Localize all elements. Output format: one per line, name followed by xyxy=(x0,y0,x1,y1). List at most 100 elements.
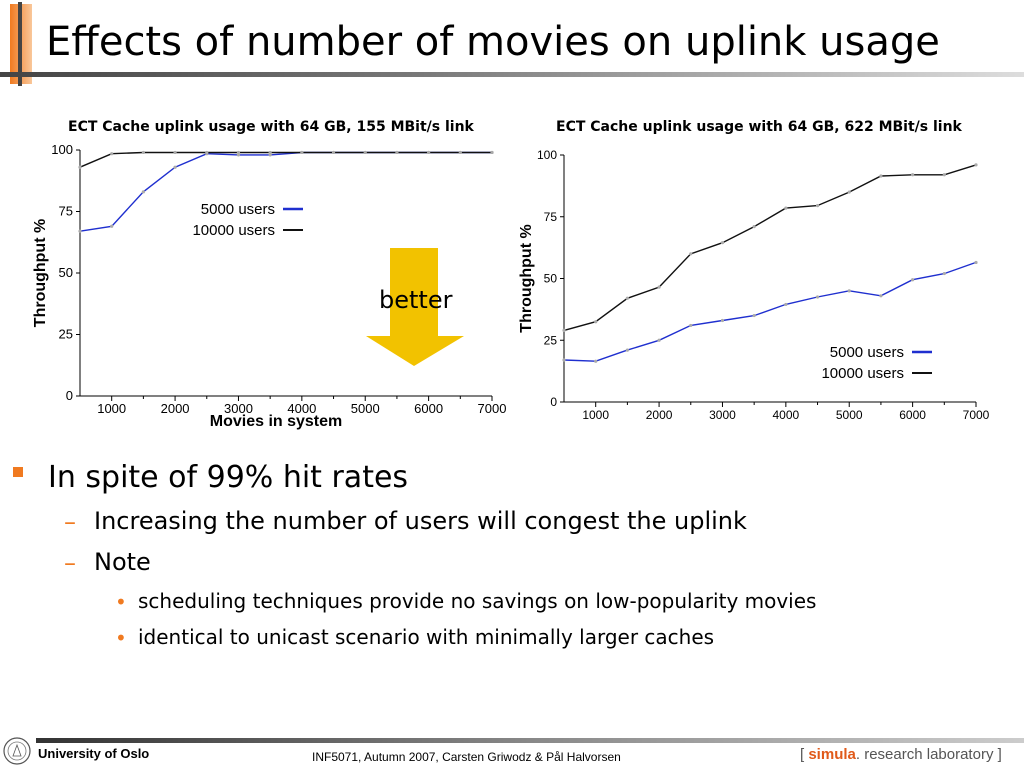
y-tick-label: 100 xyxy=(537,148,557,162)
chart-right: 0 25 50 75 100 1000 2000 3000 4000 5000 6000 7000 Th… xyxy=(518,148,990,422)
data-point xyxy=(490,150,494,155)
data-point xyxy=(911,278,915,282)
sub-bullet-dash: – xyxy=(64,508,76,536)
x-tick-label: 6000 xyxy=(414,401,443,416)
footer-lab-logo: [ simula. research laboratory ] xyxy=(800,746,1002,763)
data-point xyxy=(395,150,399,155)
sub-bullet-dash-2: – xyxy=(64,549,76,577)
legend-label: 5000 users xyxy=(830,344,904,361)
data-point xyxy=(847,190,851,194)
data-point xyxy=(942,271,946,276)
data-point xyxy=(110,152,114,156)
series-line-2 xyxy=(563,164,977,332)
data-point xyxy=(173,165,177,169)
data-point xyxy=(879,294,883,298)
legend-label: 10000 users xyxy=(192,222,275,239)
legend-label: 5000 users xyxy=(201,201,275,218)
x-tick-label: 4000 xyxy=(772,408,799,422)
data-point xyxy=(427,150,431,155)
x-tick-label: 5000 xyxy=(351,401,380,416)
data-point xyxy=(657,285,661,289)
data-point xyxy=(141,150,145,155)
data-point xyxy=(625,296,629,300)
y-axis-label: Throughput % xyxy=(518,224,535,332)
data-point xyxy=(173,150,177,155)
y-tick-label: 25 xyxy=(59,327,73,342)
data-point xyxy=(625,348,629,352)
data-point xyxy=(974,163,978,167)
data-point xyxy=(847,289,851,293)
data-point xyxy=(300,150,304,155)
subsub-bullet-2: identical to unicast scenario with minim… xyxy=(138,625,715,649)
data-point xyxy=(78,229,82,233)
y-axis-label: Throughput % xyxy=(32,219,49,327)
chart-left: 0 25 50 75 100 1000 2000 3000 4000 5000 6000 7000 Th… xyxy=(32,142,507,430)
series-line-2 xyxy=(79,151,492,168)
data-point xyxy=(562,358,566,362)
data-point xyxy=(78,165,82,169)
y-tick-label: 75 xyxy=(59,204,73,219)
x-tick-label: 5000 xyxy=(836,408,863,422)
data-point xyxy=(720,318,725,323)
data-point xyxy=(752,313,756,318)
x-tick-label: 3000 xyxy=(224,401,253,416)
page-title: Effects of number of movies on uplink us… xyxy=(46,19,940,65)
data-point xyxy=(110,224,114,228)
y-tick-label: 75 xyxy=(544,210,558,224)
x-tick-label: 7000 xyxy=(478,401,507,416)
lab-bracket-close: ] xyxy=(997,746,1002,763)
data-point xyxy=(331,150,336,155)
x-tick-label: 2000 xyxy=(646,408,673,422)
x-axis-label: Movies in system xyxy=(210,413,343,430)
data-point xyxy=(594,320,598,324)
x-tick-label: 3000 xyxy=(709,408,736,422)
bullet-square xyxy=(13,467,23,477)
data-point xyxy=(815,204,820,208)
x-tick-label: 7000 xyxy=(963,408,990,422)
data-point xyxy=(942,173,946,177)
data-point xyxy=(911,173,915,177)
lab-bracket-open: [ xyxy=(800,746,805,763)
data-point xyxy=(205,150,209,155)
data-point xyxy=(752,225,756,229)
data-point xyxy=(879,174,883,178)
better-arrow xyxy=(366,248,464,366)
x-tick-label: 6000 xyxy=(899,408,926,422)
x-tick-label: 1000 xyxy=(582,408,609,422)
chart-right-title: ECT Cache uplink usage with 64 GB, 622 M… xyxy=(556,119,962,135)
data-point xyxy=(562,328,566,332)
y-tick-label: 50 xyxy=(544,272,558,286)
better-label: better xyxy=(379,286,453,314)
subsub-bullet-dot-1: • xyxy=(115,590,127,614)
bullet-main: In spite of 99% hit rates xyxy=(48,460,409,495)
data-point xyxy=(815,295,820,299)
data-point xyxy=(784,302,788,307)
lab-rest: . research laboratory xyxy=(855,746,994,763)
university-seal-icon xyxy=(3,737,31,765)
better-arrow-shape xyxy=(366,248,464,366)
data-point xyxy=(458,150,462,155)
y-tick-label: 50 xyxy=(59,265,73,280)
data-point xyxy=(268,153,272,157)
data-point xyxy=(236,150,241,155)
title-underline xyxy=(0,72,1024,77)
data-point xyxy=(236,153,241,157)
sub-bullet-1: Increasing the number of users will cong… xyxy=(94,507,747,535)
data-point xyxy=(268,150,272,155)
subsub-bullet-dot-2: • xyxy=(115,626,127,650)
data-point xyxy=(974,260,978,265)
data-point xyxy=(689,252,693,256)
x-tick-label: 1000 xyxy=(97,401,126,416)
sub-bullet-2: Note xyxy=(94,548,151,576)
footer-rule xyxy=(36,738,1024,743)
y-tick-label: 100 xyxy=(51,142,73,157)
data-point xyxy=(720,241,725,245)
chart-left-title: ECT Cache uplink usage with 64 GB, 155 M… xyxy=(68,119,474,135)
x-tick-label: 4000 xyxy=(287,401,316,416)
subsub-bullet-1: scheduling techniques provide no savings… xyxy=(138,589,817,613)
data-point xyxy=(141,190,145,194)
title-accent-divider xyxy=(18,2,22,86)
data-point xyxy=(689,323,693,328)
data-point xyxy=(363,150,367,155)
x-tick-label: 2000 xyxy=(161,401,190,416)
